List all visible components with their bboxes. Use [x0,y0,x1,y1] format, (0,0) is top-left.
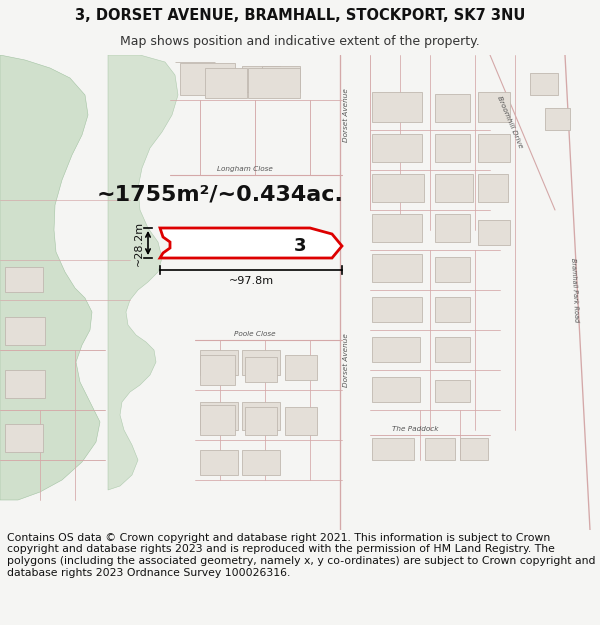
Bar [200,405,235,435]
Bar [372,174,424,202]
Text: 3, DORSET AVENUE, BRAMHALL, STOCKPORT, SK7 3NU: 3, DORSET AVENUE, BRAMHALL, STOCKPORT, S… [75,8,525,23]
Bar [435,337,470,362]
Bar [245,407,277,435]
Bar [200,355,235,385]
Bar [545,108,570,130]
Bar [242,450,280,475]
Bar [200,350,238,375]
Text: Map shows position and indicative extent of the property.: Map shows position and indicative extent… [120,35,480,48]
Bar [478,174,508,202]
Bar [180,63,235,95]
Text: ~97.8m: ~97.8m [229,276,274,286]
Polygon shape [160,228,342,258]
Text: Dorset Avenue: Dorset Avenue [343,88,349,142]
Text: Longham Close: Longham Close [217,166,273,172]
Bar [5,424,43,452]
Bar [5,267,43,292]
Bar [372,377,420,402]
Bar [372,337,420,362]
Bar [435,174,473,202]
Bar [242,66,280,92]
Bar [435,257,470,282]
Bar [435,297,470,322]
Text: The Paddock: The Paddock [392,426,438,432]
Polygon shape [108,55,178,490]
Bar [372,297,422,322]
Polygon shape [0,55,100,500]
Text: 3: 3 [294,237,306,255]
Bar [285,407,317,435]
Bar [478,220,510,245]
Bar [425,438,455,460]
Bar [372,438,414,460]
Text: Bramhall Park Road: Bramhall Park Road [571,258,580,322]
Bar [478,134,510,162]
Bar [435,134,470,162]
Text: ~1755m²/~0.434ac.: ~1755m²/~0.434ac. [97,185,343,205]
Bar [5,370,45,398]
Bar [245,357,277,382]
Bar [200,402,238,430]
Bar [372,92,422,122]
Bar [205,68,247,98]
Text: Poole Close: Poole Close [234,331,276,337]
Bar [248,68,300,98]
Bar [262,66,300,92]
Bar [200,450,238,475]
Text: Dorset Avenue: Dorset Avenue [343,333,349,387]
Bar [285,355,317,380]
Bar [372,214,422,242]
Bar [435,214,470,242]
Bar [435,380,470,402]
Bar [478,92,510,122]
Bar [530,73,558,95]
Bar [242,350,280,375]
Bar [460,438,488,460]
Bar [372,134,422,162]
Text: Contains OS data © Crown copyright and database right 2021. This information is : Contains OS data © Crown copyright and d… [7,533,596,578]
Bar [372,254,422,282]
Text: ~28.2m: ~28.2m [134,221,144,266]
Bar [5,317,45,345]
Text: Broomhill Drive: Broomhill Drive [496,95,524,149]
Bar [435,94,470,122]
Bar [242,402,280,430]
